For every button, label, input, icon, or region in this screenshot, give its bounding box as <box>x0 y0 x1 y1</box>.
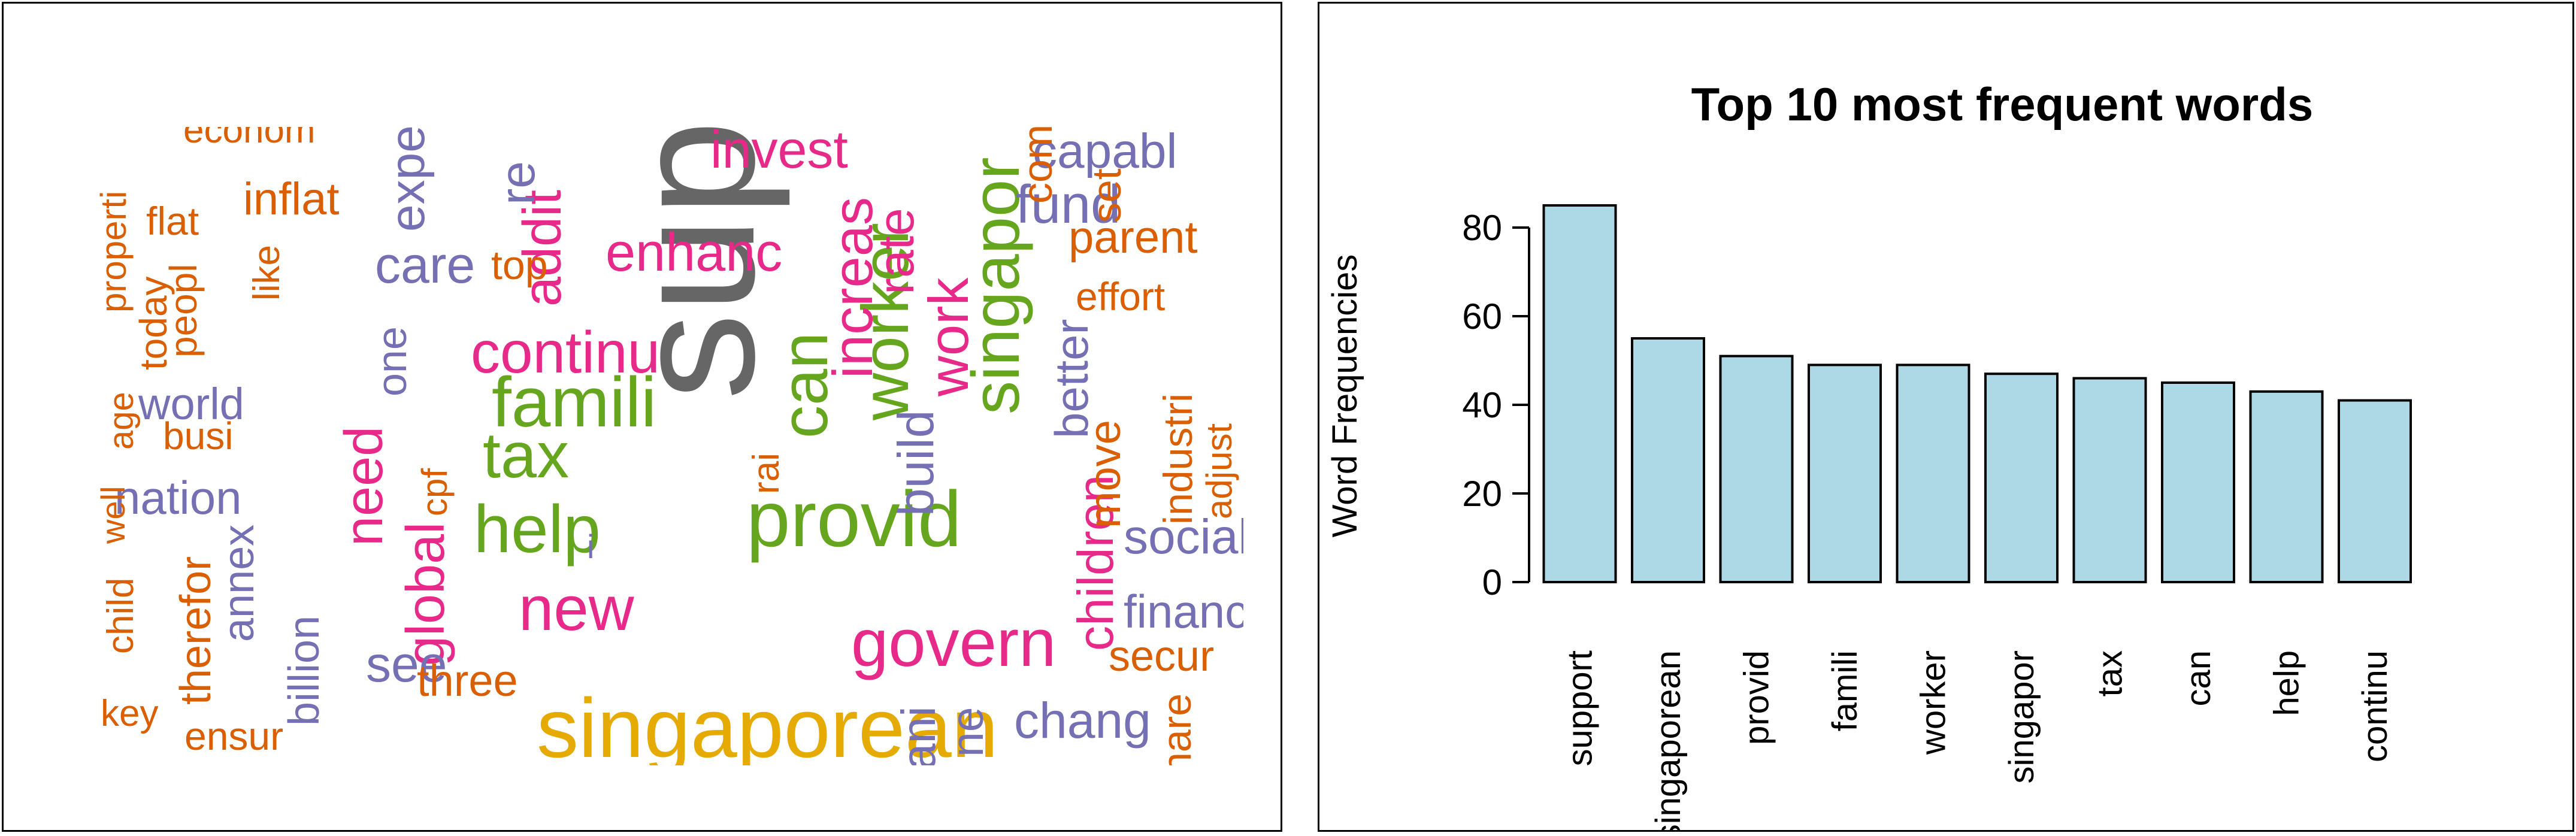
chart-title: Top 10 most frequent words <box>1691 78 2314 131</box>
word-top: top <box>491 243 548 288</box>
word-move: move <box>1080 420 1130 528</box>
word-new: new <box>519 574 635 644</box>
word-rai: rai <box>746 453 787 494</box>
word-famili: famili <box>492 363 656 442</box>
word-increas: increas <box>821 197 884 378</box>
word-ne: ne <box>942 707 992 757</box>
y-tick-label-20: 20 <box>1462 474 1502 514</box>
word-therefor: therefor <box>172 556 220 705</box>
word-need: need <box>334 426 394 546</box>
word-global: global <box>396 522 456 666</box>
y-tick-label-60: 60 <box>1462 296 1502 337</box>
bar-chart-panel: Top 10 most frequent words Word Frequenc… <box>1318 2 2574 832</box>
word-secur: secur <box>1109 632 1214 680</box>
bar-worker <box>1896 364 1970 584</box>
word-effort: effort <box>1076 274 1165 319</box>
bar-provid <box>1719 355 1794 583</box>
word-invest: invest <box>710 127 848 179</box>
word-can: can <box>768 332 841 438</box>
bar-can <box>2161 381 2235 583</box>
word-social: social <box>1124 510 1243 564</box>
bar-singaporean <box>1631 337 1705 583</box>
x-tick-label-famili: famili <box>1826 650 1864 731</box>
bar-tax <box>2072 377 2147 583</box>
word-enhanc: enhanc <box>606 223 782 283</box>
word-care: care <box>375 237 475 294</box>
word-peopl: peopl <box>162 263 205 358</box>
y-tick-label-40: 40 <box>1462 385 1502 425</box>
word-well: well <box>94 486 132 544</box>
word-key: key <box>101 693 158 734</box>
word-child: child <box>100 577 141 654</box>
word-nation: nation <box>114 471 242 524</box>
word-cpf: cpf <box>414 468 455 516</box>
word-adjust: adjust <box>1199 423 1239 519</box>
word-ani: ani <box>892 706 945 765</box>
word-work: work <box>917 277 980 397</box>
word-better: better <box>1045 319 1098 438</box>
word-capabl: capabl <box>1033 127 1177 178</box>
word-econom: econom <box>183 127 316 151</box>
word-industri: industri <box>1155 393 1201 525</box>
word-annex: annex <box>215 525 263 642</box>
word-inflat: inflat <box>243 174 340 225</box>
word-like: like <box>246 245 287 301</box>
word-addit: addit <box>513 190 573 307</box>
word-financ: financ <box>1124 585 1243 638</box>
bar-chart: Top 10 most frequent words Word Frequenc… <box>1325 78 2412 830</box>
word-help: help <box>474 492 601 567</box>
x-tick-label-support: support <box>1561 650 1600 766</box>
word-govern: govern <box>851 605 1056 680</box>
x-tick-label-can: can <box>2179 650 2218 707</box>
bar-famili <box>1808 364 1882 584</box>
word-tax: tax <box>483 419 569 491</box>
word-properti: properti <box>93 191 134 313</box>
x-tick-label-tax: tax <box>2091 650 2130 696</box>
word-fund: fund <box>1016 175 1121 235</box>
x-tick-label-help: help <box>2268 650 2306 716</box>
y-axis-label: Word Frequencies <box>1325 255 1364 538</box>
word-cloud-panel: support singaporean provid famili worker sing… <box>2 2 1282 832</box>
word-ensur: ensur <box>184 714 283 758</box>
word-i: i <box>587 528 594 565</box>
word-world: world <box>138 379 244 429</box>
x-tick-label-continu: continu <box>2356 650 2395 762</box>
word-children: children <box>1067 475 1124 651</box>
word-singaporean: singaporean <box>537 681 998 765</box>
x-tick-label-singaporean: singaporean <box>1649 650 1688 830</box>
bar-help <box>2249 390 2324 583</box>
word-com: com <box>1014 127 1061 204</box>
x-tick-label-worker: worker <box>1914 650 1953 755</box>
word-expect: expect <box>380 127 435 232</box>
y-tick-label-0: 0 <box>1482 562 1502 602</box>
word-parent: parent <box>1068 212 1198 263</box>
word-build: build <box>888 410 944 516</box>
word-rate: rate <box>868 208 924 295</box>
word-set: set <box>1084 168 1130 223</box>
x-tick-label-singapor: singapor <box>2002 650 2041 783</box>
word-cloud: support singaporean provid famili worker sing… <box>93 127 1243 765</box>
word-hare: hare <box>1154 693 1200 765</box>
word-billion: billion <box>280 616 328 726</box>
word-continu: continu <box>471 319 660 385</box>
word-re: re <box>491 161 545 205</box>
word-support: support <box>597 127 791 400</box>
word-flat: flat <box>146 199 199 243</box>
bar-support <box>1542 204 1617 583</box>
word-provid: provid <box>746 475 962 563</box>
word-today: today <box>132 276 175 370</box>
word-cloud-area: support singaporean provid famili worker sing… <box>75 127 1243 765</box>
bar-continu <box>2338 399 2412 583</box>
word-see: see <box>366 636 447 692</box>
word-singapor: singapor <box>958 157 1033 414</box>
word-busi: busi <box>163 414 233 458</box>
word-chang: chang <box>1014 692 1151 749</box>
word-three: three <box>417 656 518 705</box>
bar-singapor <box>1984 372 2059 583</box>
word-worker: worker <box>849 223 922 421</box>
word-age: age <box>102 392 141 450</box>
x-tick-label-provid: provid <box>1737 650 1776 745</box>
word-one: one <box>368 326 415 396</box>
y-tick-label-80: 80 <box>1462 208 1502 248</box>
